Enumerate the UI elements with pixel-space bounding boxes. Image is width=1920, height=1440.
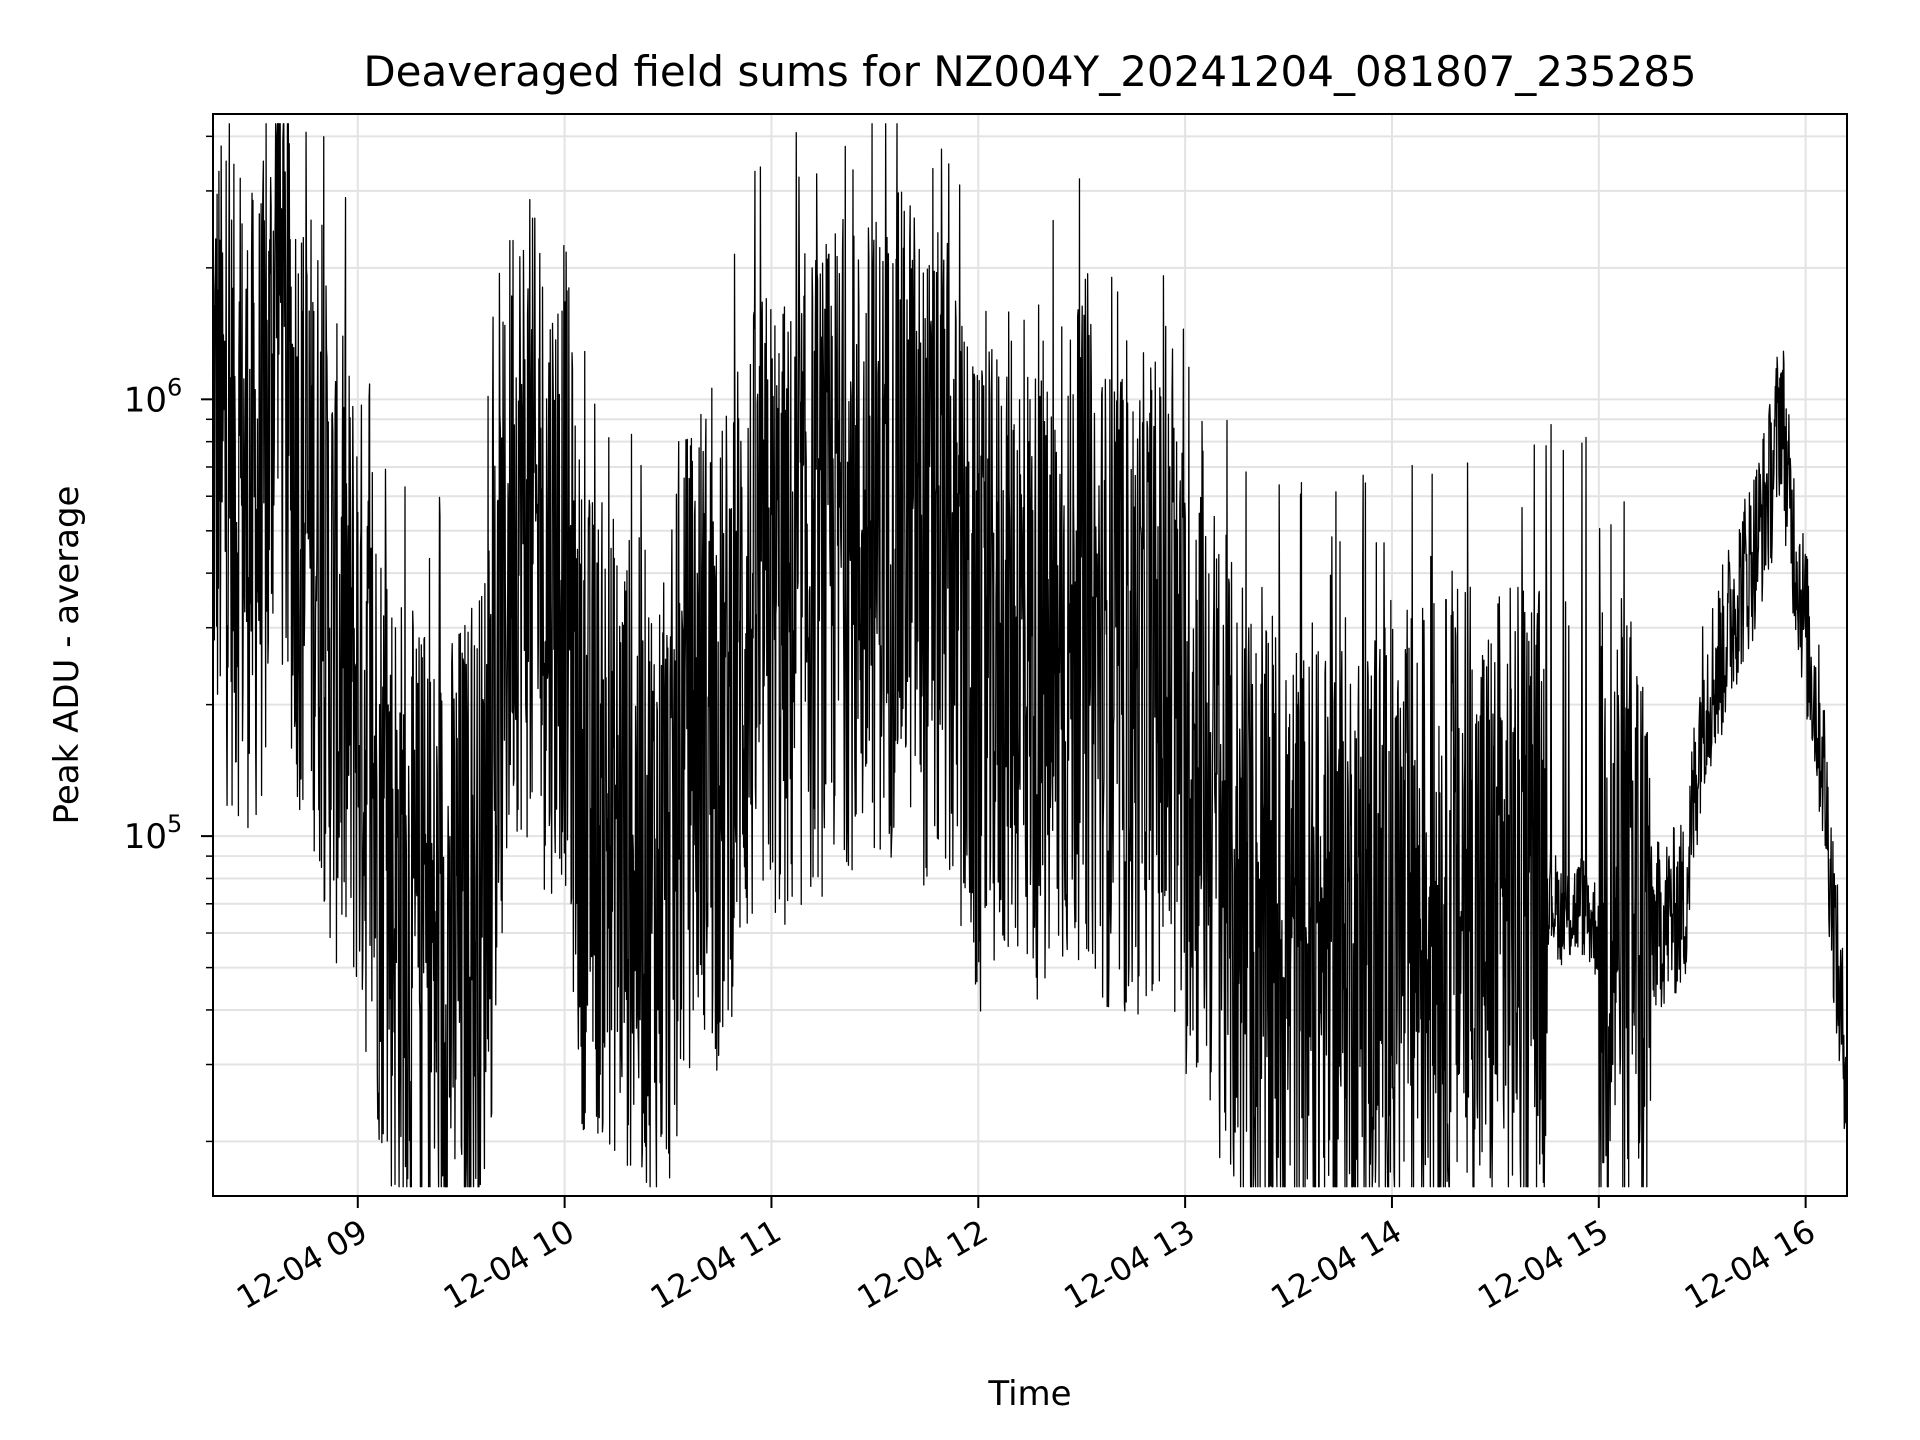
x-axis: 12-04 09 12-04 10 12-04 11 12-04 12 12-04 13… — [230, 1196, 1822, 1317]
x-tick-label: 12-04 14 — [1264, 1212, 1408, 1317]
chart-title: Deaveraged field sums for NZ004Y_2024120… — [363, 47, 1696, 96]
x-tick-label: 12-04 10 — [437, 1212, 581, 1317]
x-tick-label: 12-04 12 — [851, 1212, 995, 1317]
y-axis-label: Peak ADU - average — [47, 486, 87, 825]
y-tick-label: 105 — [124, 810, 183, 857]
plot-frame — [212, 113, 1848, 1197]
x-tick-label: 12-04 09 — [230, 1212, 374, 1317]
x-tick-label: 12-04 11 — [644, 1212, 788, 1317]
x-tick-label: 12-04 16 — [1678, 1212, 1822, 1317]
y-tick-label: 106 — [124, 373, 183, 420]
x-tick-label: 12-04 15 — [1471, 1212, 1615, 1317]
series-line — [212, 123, 1848, 1188]
y-axis: 105 106 — [124, 135, 213, 1143]
x-axis-label: Time — [987, 1374, 1071, 1414]
x-tick-label: 12-04 13 — [1058, 1212, 1202, 1317]
